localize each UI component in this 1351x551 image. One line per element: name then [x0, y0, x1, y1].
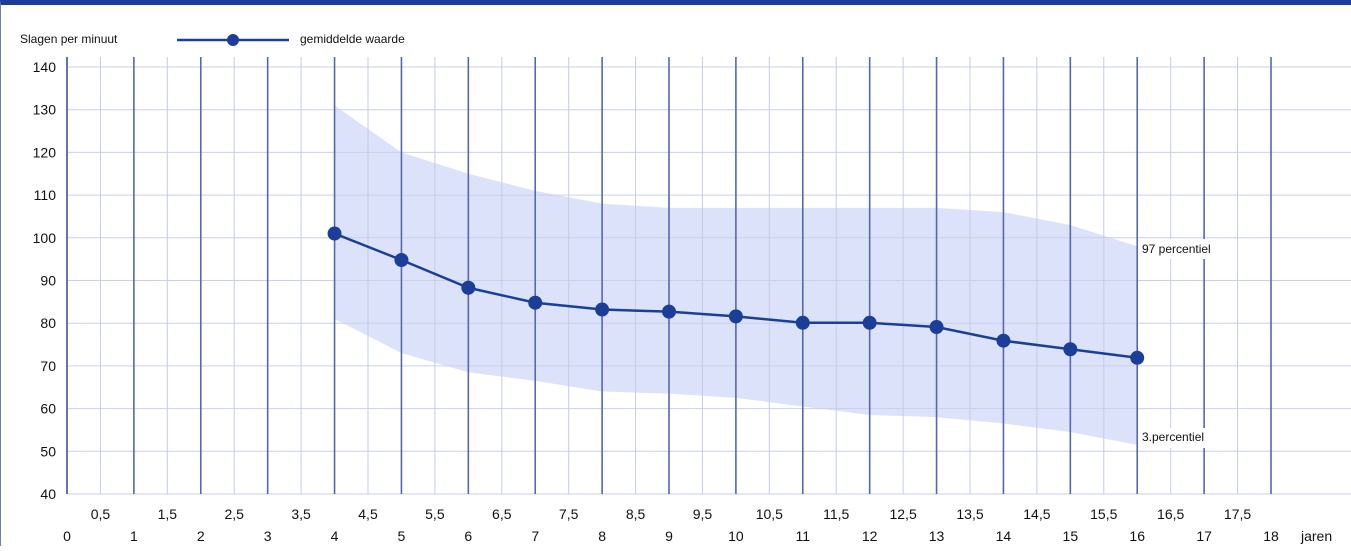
data-point	[929, 320, 944, 335]
x-tick-label: 15	[1063, 528, 1079, 544]
x-tick-label: 11,5	[823, 506, 849, 522]
x-tick-label: 12	[862, 528, 878, 544]
x-tick-label: 11	[796, 528, 811, 544]
x-tick-label: 8	[598, 528, 606, 544]
y-tick-label: 130	[33, 102, 57, 118]
x-tick-label: 6	[464, 528, 472, 544]
x-tick-label: 3,5	[291, 506, 311, 522]
x-tick-label: 0,5	[91, 506, 111, 522]
x-tick-label: 8,5	[626, 506, 646, 522]
x-tick-label: 4,5	[358, 506, 378, 522]
data-point	[528, 295, 543, 310]
data-point	[862, 315, 877, 330]
x-tick-label: 3	[264, 528, 272, 544]
x-tick-label: 1,5	[158, 506, 178, 522]
data-point	[1063, 342, 1078, 357]
data-point	[595, 302, 610, 317]
y-tick-label: 50	[40, 443, 56, 459]
heart-rate-chart: 40506070809010011012013014000,511,522,53…	[20, 32, 1351, 544]
data-point	[327, 226, 342, 241]
axes-layer: 40506070809010011012013014000,511,522,53…	[33, 57, 1332, 544]
data-point	[461, 280, 476, 295]
y-tick-label: 100	[33, 230, 57, 246]
x-tick-label: 0	[63, 528, 71, 544]
legend-label-mean: gemiddelde waarde	[300, 32, 405, 46]
y-axis-title: Slagen per minuut	[20, 32, 118, 46]
x-tick-label: 14	[996, 528, 1012, 544]
x-tick-label: 1	[130, 528, 138, 544]
x-tick-label: 7,5	[559, 506, 579, 522]
lower-percentile-label: 3.percentiel	[1142, 430, 1204, 444]
x-tick-label: 2,5	[224, 506, 244, 522]
x-tick-label: 16,5	[1157, 506, 1184, 522]
legend-marker-swatch	[227, 34, 239, 46]
x-tick-label: 13,5	[956, 506, 983, 522]
legend: Slagen per minuut gemiddelde waarde	[20, 32, 405, 46]
x-tick-label: 9	[665, 528, 673, 544]
y-tick-label: 140	[33, 59, 57, 75]
x-tick-label: 18	[1263, 528, 1279, 544]
data-point	[728, 309, 743, 324]
upper-percentile-label-bg	[1139, 239, 1237, 259]
x-tick-label: 6,5	[492, 506, 512, 522]
y-tick-label: 80	[40, 315, 56, 331]
data-point	[795, 315, 810, 330]
data-point	[394, 253, 409, 268]
x-tick-label: 10,5	[756, 506, 783, 522]
x-tick-label: 9,5	[693, 506, 713, 522]
series-layer	[327, 226, 1145, 365]
x-tick-label: 17	[1196, 528, 1212, 544]
x-tick-label: 5	[398, 528, 406, 544]
x-tick-label: 5,5	[425, 506, 445, 522]
x-axis-title: jaren	[1300, 528, 1332, 544]
x-tick-label: 7	[531, 528, 539, 544]
x-tick-label: 12,5	[889, 506, 916, 522]
y-tick-label: 40	[40, 486, 56, 502]
x-tick-label: 10	[728, 528, 744, 544]
lower-percentile-label-bg	[1139, 428, 1237, 448]
upper-percentile-label: 97 percentiel	[1142, 242, 1211, 256]
x-tick-label: 13	[929, 528, 945, 544]
x-tick-label: 16	[1129, 528, 1145, 544]
percentile-annotations: 97 percentiel 3.percentiel	[1139, 239, 1237, 448]
x-tick-label: 4	[331, 528, 339, 544]
y-tick-label: 120	[33, 144, 57, 160]
data-point	[1130, 350, 1145, 365]
x-tick-label: 17,5	[1224, 506, 1251, 522]
y-tick-label: 110	[34, 187, 57, 203]
data-point	[662, 304, 676, 319]
data-point	[996, 333, 1011, 348]
y-tick-label: 70	[40, 358, 56, 374]
x-tick-label: 14,5	[1023, 506, 1050, 522]
x-tick-label: 15,5	[1090, 506, 1117, 522]
y-tick-label: 60	[40, 401, 56, 417]
x-tick-label: 2	[197, 528, 205, 544]
y-tick-label: 90	[40, 273, 56, 289]
